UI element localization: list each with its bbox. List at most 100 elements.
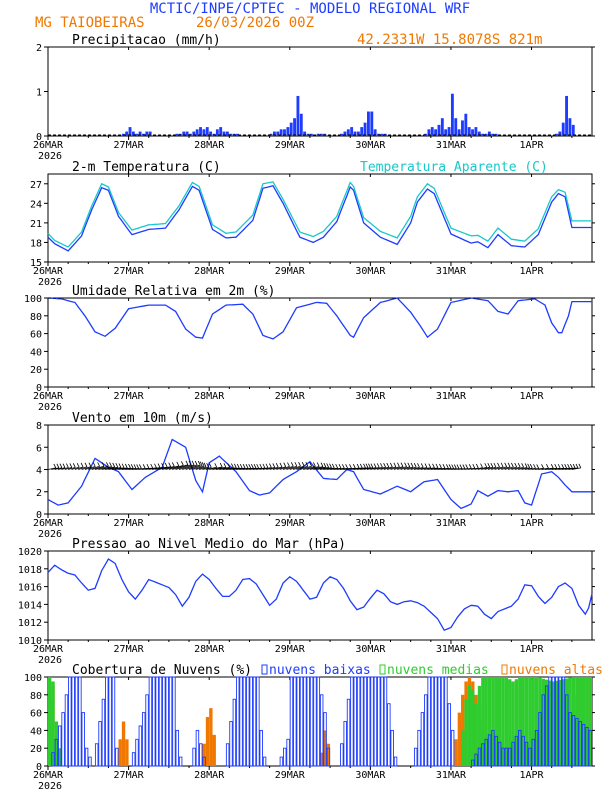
- wind-barb: [309, 466, 324, 470]
- cloud-bar-nuvens-medias: [464, 699, 468, 766]
- cloud-bar-low: [393, 756, 398, 767]
- wind-barb: [363, 467, 373, 470]
- precip-bar: [356, 131, 360, 136]
- cloud-bar-low: [437, 676, 441, 767]
- cloud-bar-low: [531, 738, 535, 767]
- cloud-bar-low: [108, 676, 112, 767]
- x-tick-label: 28MAR: [194, 644, 225, 655]
- cloud-bar-low: [568, 712, 572, 767]
- cloud-bar-low: [413, 747, 418, 767]
- x-tick-label: 1APR: [520, 266, 545, 277]
- cloud-bar-low: [555, 676, 559, 767]
- wind-barb: [262, 467, 272, 470]
- wind-barb-flag: [283, 462, 287, 467]
- y-tick-label: 40: [30, 347, 42, 358]
- wind-barb: [323, 467, 335, 470]
- wind-barb: [188, 465, 203, 470]
- main-title: MCTIC/INPE/CPTEC - MODELO REGIONAL WRF: [150, 1, 470, 17]
- wind-barb: [219, 467, 234, 470]
- wind-barb: [71, 466, 80, 470]
- y-tick-label: 40: [30, 726, 42, 737]
- wind-barb: [54, 467, 63, 470]
- wind-barb-flag: [459, 464, 463, 469]
- y-tick-label: 80: [30, 312, 42, 323]
- y-tick-label: 0: [36, 762, 42, 773]
- cloud-bar-low: [84, 747, 89, 767]
- x-tick-label: 30MAR: [355, 770, 386, 781]
- wind-barb-flag: [59, 463, 63, 468]
- cloud-bar-nuvens-medias: [508, 679, 512, 766]
- precip-bar: [477, 131, 481, 136]
- x-tick-label: 31MAR: [436, 770, 467, 781]
- wind-barb-flag: [504, 462, 508, 467]
- cloud-bar-low: [158, 676, 163, 767]
- wind-barb: [521, 467, 530, 470]
- wind-barb-flag: [349, 464, 352, 469]
- wind-barb: [266, 466, 275, 470]
- x-tick-label: 30MAR: [355, 391, 386, 402]
- wind-barb: [410, 466, 420, 470]
- cloud-bar-low: [380, 676, 384, 767]
- wind-barb-flag: [164, 462, 168, 468]
- wind-barb-flag: [521, 463, 525, 468]
- precip-bar: [320, 133, 323, 136]
- wind-barb-flag: [197, 460, 201, 466]
- cloud-bar-low: [78, 676, 82, 767]
- y-tick-label: 60: [30, 709, 42, 720]
- wind-barb-flag: [417, 463, 420, 468]
- wind-barb-flag: [472, 463, 476, 469]
- cloud-bar-nuvens-altas: [323, 730, 327, 766]
- precip-bar: [279, 129, 283, 136]
- cloud-bar-low: [303, 676, 307, 767]
- wind-barb-flag: [231, 463, 234, 468]
- wind-barb-flag: [157, 463, 161, 468]
- wind-barb: [403, 466, 414, 470]
- wind-barb: [531, 468, 539, 470]
- wind-barb: [494, 466, 504, 470]
- cloud-bar-low: [524, 741, 529, 767]
- cloud-bar-low: [578, 721, 582, 767]
- panel-temp: 15 18 21 24 27 26MAR 27MAR 28MAR 29MAR 30MAR 31MAR…: [30, 160, 595, 288]
- cloud-bar-nuvens-medias: [571, 677, 576, 766]
- cloud-bar-low: [474, 753, 478, 767]
- cloud-bar-low: [343, 721, 347, 767]
- wind-barb-flag: [298, 462, 301, 467]
- panel-pressure: 1010 1012 1014 1016 1018 1020 26MAR 27MAR 28MAR 2…: [18, 537, 595, 666]
- cloud-bar-low: [98, 721, 102, 767]
- x-tick-label: 29MAR: [275, 644, 306, 655]
- wind-barb-flag: [442, 464, 446, 469]
- x-tick-label: 27MAR: [114, 770, 145, 781]
- wind-barb: [272, 466, 283, 470]
- legend-label: nuvens altas: [509, 663, 603, 678]
- wind-barb: [94, 465, 109, 470]
- wind-barb: [215, 467, 230, 470]
- year-label: 2026: [38, 655, 62, 666]
- precip-bar: [454, 118, 458, 136]
- x-tick-label: 30MAR: [355, 266, 386, 277]
- precip-bar: [474, 127, 478, 136]
- wind-barb: [390, 466, 400, 470]
- y-tick-label: 24: [30, 199, 42, 210]
- wind-barb: [155, 466, 168, 470]
- wind-barb: [484, 466, 493, 470]
- x-tick-label: 28MAR: [194, 266, 225, 277]
- cloud-bar-low: [168, 676, 173, 767]
- wind-barb: [504, 466, 514, 470]
- cloud-bar-nuvens-medias: [477, 685, 482, 766]
- cloud-bar-low: [293, 676, 297, 767]
- precip-bar: [457, 129, 461, 136]
- wind-barb: [427, 467, 439, 470]
- cloud-bar-low: [484, 738, 488, 767]
- cloud-bar-low: [239, 676, 243, 767]
- precip-bar: [373, 129, 377, 136]
- x-tick-label: 29MAR: [275, 770, 306, 781]
- cloud-bar-low: [541, 694, 546, 767]
- cloud-bar-low: [319, 694, 324, 767]
- wind-barb-flag: [194, 460, 198, 466]
- cloud-bar-low: [447, 703, 452, 767]
- y-tick-label: 1010: [18, 636, 42, 647]
- wind-barb: [256, 467, 265, 470]
- cloud-bar-nuvens-medias: [534, 677, 539, 766]
- cloud-bar-low: [105, 676, 109, 767]
- precip-bar: [434, 129, 438, 136]
